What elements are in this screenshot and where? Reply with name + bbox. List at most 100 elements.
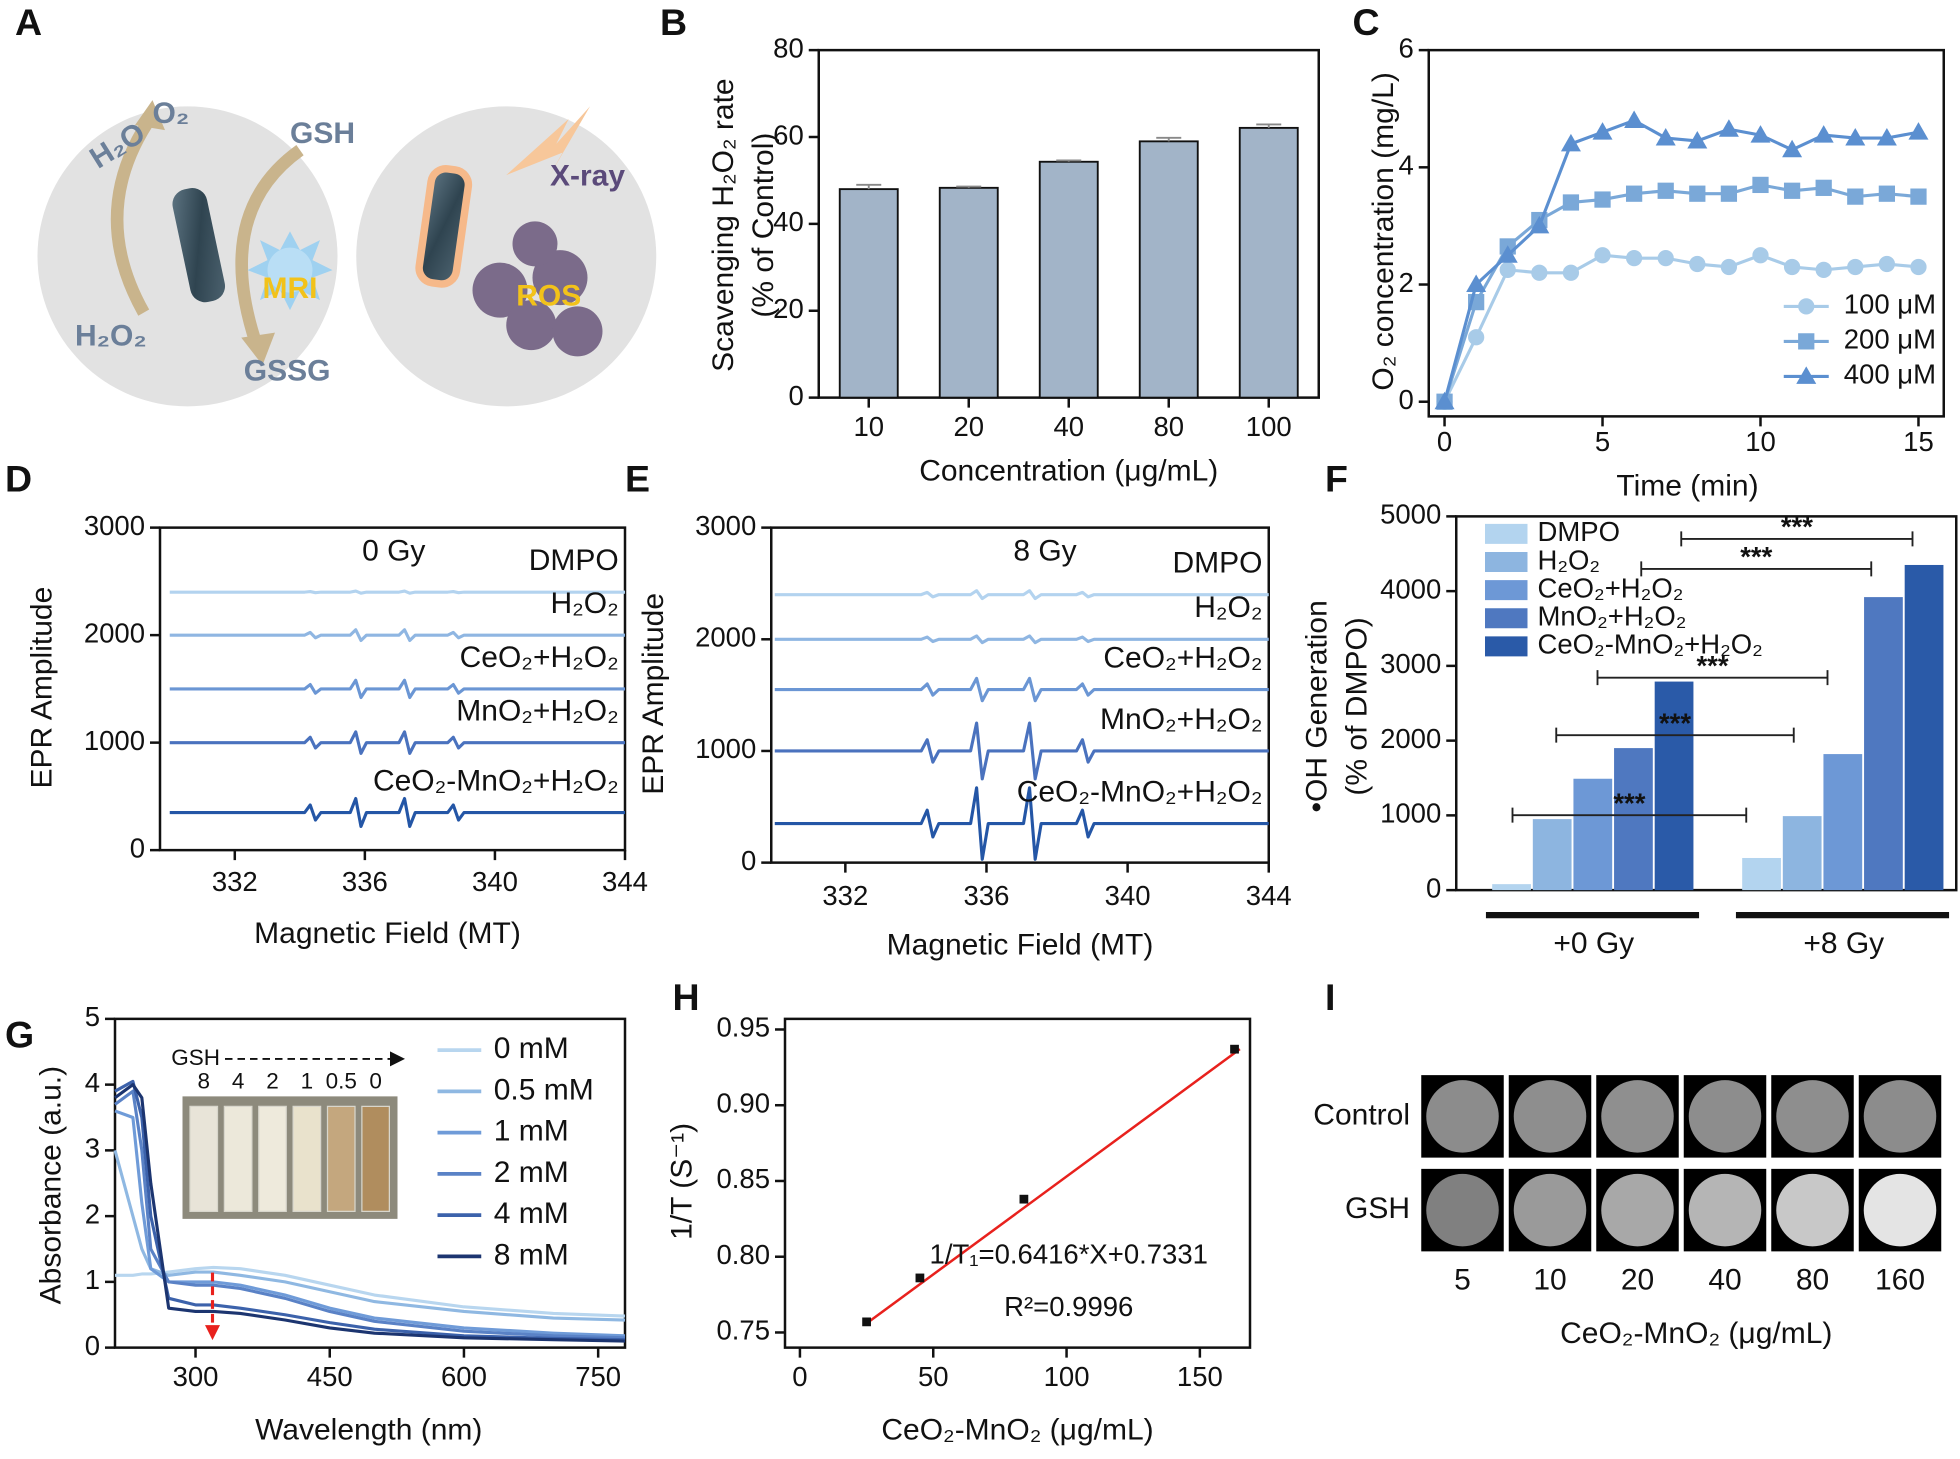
series-label: DMPO (1173, 547, 1263, 580)
marker (1624, 110, 1645, 128)
inset-arrow-head (390, 1051, 405, 1067)
y-tick-label: 3 (85, 1133, 100, 1164)
series-line (169, 589, 625, 595)
marker (1529, 215, 1550, 234)
panel-label: E (625, 457, 650, 499)
series-line (774, 589, 1269, 601)
ill-label: H₂O₂ (75, 320, 147, 353)
legend-label: 100 μM (1844, 289, 1936, 320)
panel-label: A (15, 1, 42, 43)
panel-label: I (1325, 976, 1335, 1018)
series-label: H₂O₂ (550, 587, 618, 620)
vial (223, 1105, 253, 1212)
panel-label: B (660, 1, 687, 43)
bar (1904, 564, 1944, 891)
legend-label: 1 mM (494, 1115, 569, 1148)
column-label: 80 (1796, 1263, 1829, 1296)
bar (1573, 778, 1613, 891)
nanorod (172, 188, 226, 303)
marker (1657, 250, 1674, 267)
ill-label: X-ray (550, 160, 625, 193)
arrow (110, 115, 156, 316)
bracket (1511, 807, 1748, 823)
y-tick-label: 20 (773, 293, 804, 324)
legend-label: 200 μM (1844, 324, 1936, 355)
y-tick-label: 3000 (695, 510, 756, 541)
x-tick-label: 450 (307, 1361, 353, 1392)
marker (1594, 247, 1611, 264)
x-tick-label: 15 (1903, 426, 1934, 457)
error-bar (1156, 136, 1182, 142)
y-tick-label: 2000 (1380, 723, 1441, 754)
image-disc (1426, 1173, 1499, 1247)
x-tick-label: 20 (953, 411, 984, 442)
y-tick-label: 2000 (695, 622, 756, 653)
marker (1847, 258, 1864, 276)
nanorod (415, 165, 473, 288)
y-tick-label: 60 (773, 119, 804, 150)
x-tick-label: 150 (1177, 1361, 1223, 1392)
series-line (114, 1109, 626, 1338)
marker (1845, 128, 1866, 146)
x-tick-label: 340 (472, 866, 518, 897)
y-tick-label: 2 (1398, 267, 1413, 298)
series-line (114, 1083, 626, 1343)
series-label: CeO₂+H₂O₂ (1103, 641, 1262, 674)
panel-label: H (673, 976, 700, 1018)
marker (1752, 247, 1769, 264)
marker (1878, 185, 1896, 202)
y-tick-label: 3000 (84, 510, 145, 541)
bar (1138, 140, 1199, 399)
bar (1654, 681, 1694, 891)
bar (1038, 160, 1099, 399)
ros (552, 306, 603, 357)
series-line (169, 678, 625, 700)
image-disc (1601, 1173, 1674, 1247)
y-tick-label: 0 (788, 380, 803, 411)
series-label: H₂O₂ (1194, 591, 1262, 624)
y-tick-label: 0.95 (716, 1012, 770, 1043)
x-tick-label: 340 (1105, 880, 1151, 911)
series-line (774, 676, 1269, 703)
marker (1562, 264, 1580, 281)
marker (1813, 125, 1834, 143)
image-disc (1863, 1173, 1937, 1247)
y-axis-label: 1/T (S⁻¹) (666, 1123, 699, 1240)
point (1019, 1194, 1029, 1204)
column-label: 40 (1708, 1263, 1741, 1296)
legend-label: 400 μM (1844, 359, 1936, 390)
y-tick-label: 0.75 (716, 1315, 770, 1346)
legend-swatch (1485, 580, 1528, 601)
series-line (774, 634, 1269, 645)
image-disc (1776, 1173, 1849, 1247)
x-tick-label: 10 (853, 411, 884, 442)
column-label: 20 (1621, 1263, 1654, 1296)
legend-label: 2 mM (494, 1156, 569, 1189)
vial-label: 0 (369, 1069, 382, 1094)
x-ray-bolt (506, 106, 590, 176)
vial (292, 1105, 322, 1212)
marker (1908, 122, 1929, 140)
bar (1614, 748, 1653, 891)
y-tick-label: 2 (85, 1198, 100, 1229)
y-axis-label: (% of DMPO) (1341, 617, 1374, 795)
marker (1782, 139, 1803, 158)
plot-frame (770, 526, 1270, 864)
series-line (169, 796, 625, 829)
annotation: 1/T₁=0.6416*X+0.7331 (930, 1239, 1208, 1270)
marker (1466, 274, 1487, 293)
x-axis-label: CeO₂-MnO₂ (μg/mL) (881, 1413, 1153, 1446)
vial-label: 8 (197, 1069, 210, 1094)
x-tick-label: 750 (575, 1361, 621, 1392)
arrow-head (241, 332, 275, 366)
series-line (169, 628, 625, 643)
y-tick-label: 0 (741, 845, 756, 876)
legend-label: 0 mM (494, 1032, 569, 1065)
x-tick-label: 344 (1246, 880, 1292, 911)
row-label: GSH (1345, 1192, 1410, 1225)
x-axis-label: Wavelength (nm) (255, 1413, 482, 1446)
legend-label: 0.5 mM (494, 1073, 594, 1106)
marker (1752, 176, 1769, 194)
bar (1532, 819, 1572, 891)
circle (356, 106, 657, 407)
